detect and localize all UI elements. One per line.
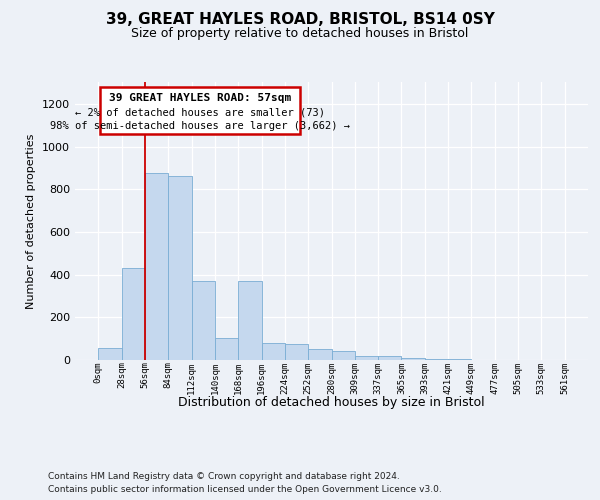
Bar: [285, 344, 308, 360]
Bar: [98, 348, 122, 360]
Bar: [378, 356, 401, 360]
Y-axis label: Number of detached properties: Number of detached properties: [26, 134, 37, 309]
Bar: [448, 359, 472, 360]
Bar: [308, 350, 331, 360]
Bar: [401, 358, 425, 360]
Bar: [238, 281, 262, 360]
Bar: [215, 338, 238, 360]
Text: 39 GREAT HAYLES ROAD: 57sqm: 39 GREAT HAYLES ROAD: 57sqm: [109, 93, 291, 103]
Bar: [425, 359, 448, 360]
Bar: [262, 343, 285, 360]
X-axis label: Distribution of detached houses by size in Bristol: Distribution of detached houses by size …: [178, 396, 485, 409]
Text: Size of property relative to detached houses in Bristol: Size of property relative to detached ho…: [131, 28, 469, 40]
Text: ← 2% of detached houses are smaller (73): ← 2% of detached houses are smaller (73): [75, 107, 325, 117]
Text: 98% of semi-detached houses are larger (3,662) →: 98% of semi-detached houses are larger (…: [50, 121, 350, 131]
Text: Contains public sector information licensed under the Open Government Licence v3: Contains public sector information licen…: [48, 485, 442, 494]
Bar: [145, 173, 168, 360]
Bar: [122, 268, 145, 360]
Bar: [331, 352, 355, 360]
Bar: [191, 281, 215, 360]
Bar: [168, 176, 191, 360]
Bar: [355, 356, 378, 360]
Bar: [100, 87, 300, 134]
Text: Contains HM Land Registry data © Crown copyright and database right 2024.: Contains HM Land Registry data © Crown c…: [48, 472, 400, 481]
Text: 39, GREAT HAYLES ROAD, BRISTOL, BS14 0SY: 39, GREAT HAYLES ROAD, BRISTOL, BS14 0SY: [106, 12, 494, 28]
